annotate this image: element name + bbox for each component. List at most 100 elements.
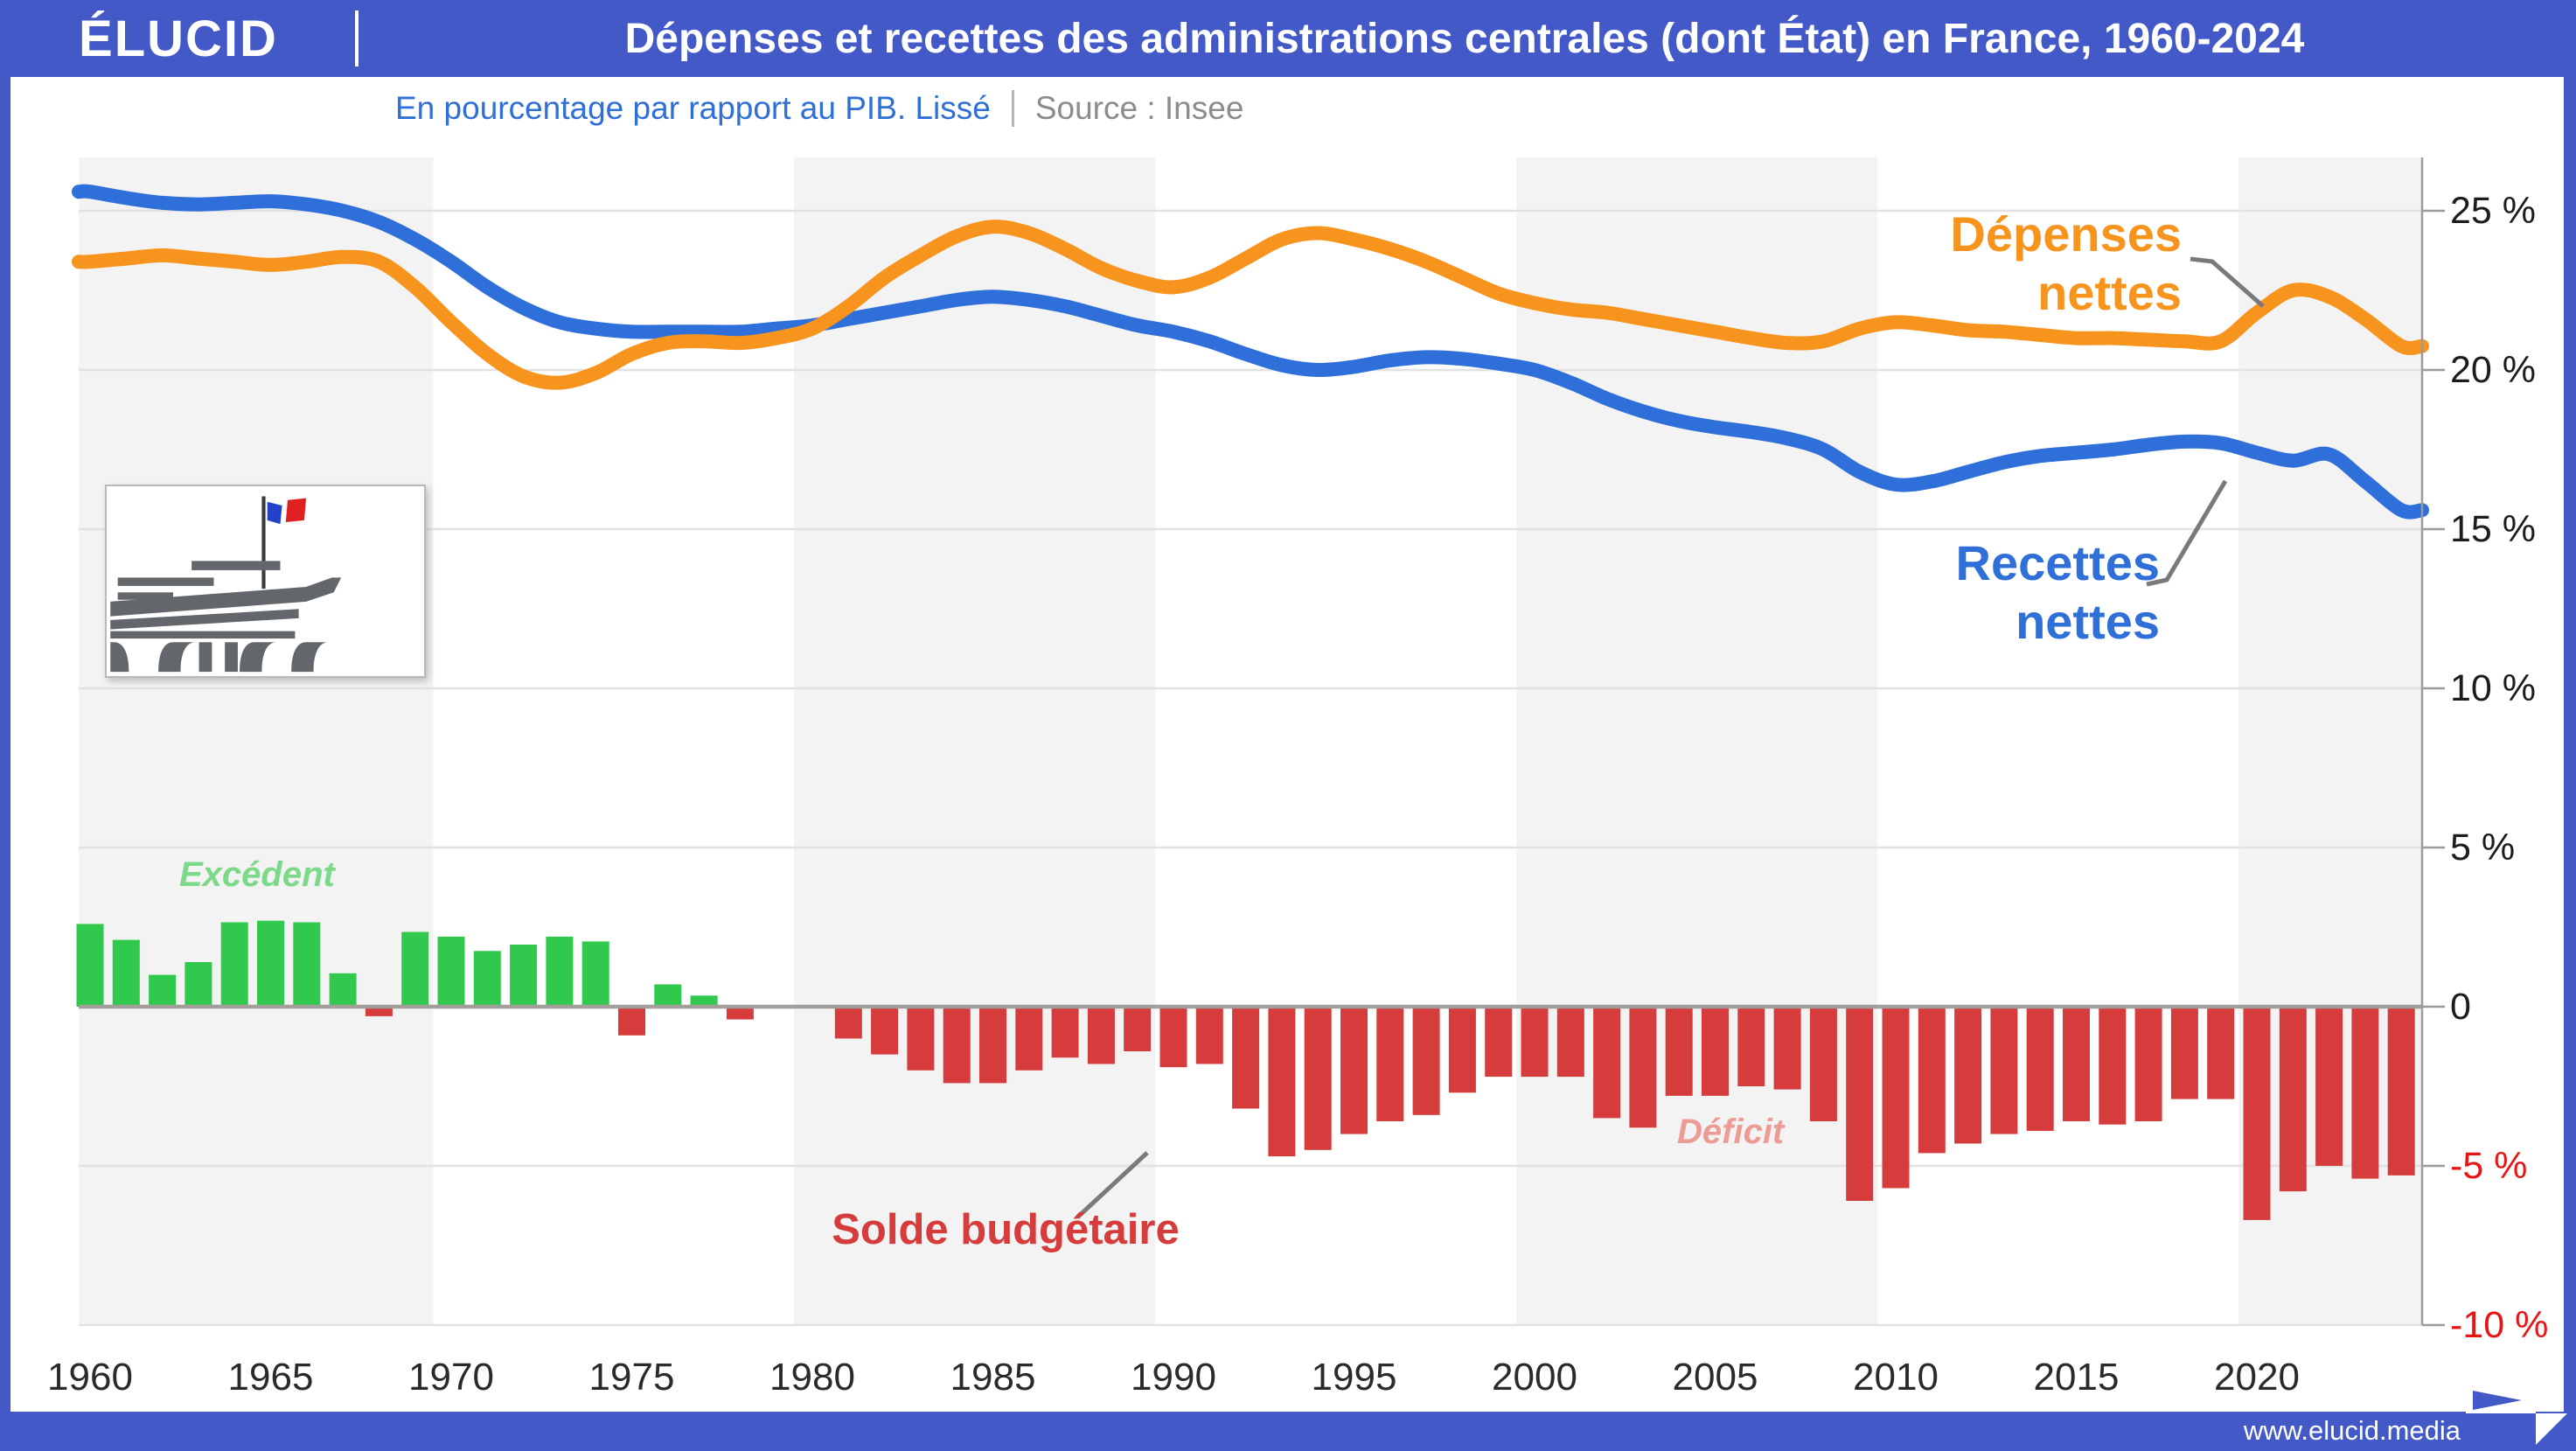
x-axis-label-1965: 1965	[227, 1356, 314, 1399]
bar-1976	[654, 984, 682, 1007]
source-text: Source : Insee	[1034, 90, 1244, 126]
revenues-label-line2: nettes	[2016, 594, 2160, 649]
bar-1962	[149, 974, 177, 1007]
bar-2011	[1918, 1007, 1946, 1154]
x-axis-label-1995: 1995	[1311, 1356, 1397, 1399]
revenues-line	[72, 184, 2429, 520]
x-axis-label-2010: 2010	[1853, 1356, 1939, 1399]
x-axis-label-2020: 2020	[2214, 1356, 2300, 1399]
bar-1963	[184, 962, 212, 1007]
deficit-annotation: Déficit	[1677, 1113, 1785, 1151]
gridlines	[79, 209, 2422, 1327]
bar-1981	[834, 1007, 862, 1039]
bar-2005	[1702, 1007, 1729, 1096]
bar-2024	[2387, 1007, 2415, 1175]
bar-1969	[401, 931, 429, 1007]
bar-1986	[1015, 1007, 1043, 1071]
x-axis-label-2000: 2000	[1492, 1356, 1577, 1399]
bar-1985	[979, 1007, 1006, 1084]
balance-bars	[76, 920, 2415, 1220]
elucid-logo: ÉLUCID	[79, 10, 278, 67]
bar-1966	[293, 922, 321, 1007]
revenues-callout	[2146, 479, 2228, 587]
bar-2006	[1737, 1007, 1765, 1086]
x-axis-label-2005: 2005	[1672, 1356, 1758, 1399]
x-axis-label-1975: 1975	[588, 1356, 675, 1399]
x-axis-label-1985: 1985	[950, 1356, 1036, 1399]
bar-1973	[546, 936, 574, 1007]
bar-2001	[1556, 1007, 1584, 1078]
bar-1988	[1087, 1007, 1115, 1064]
y-axis-label-20: 20 %	[2450, 349, 2537, 391]
bar-2021	[2279, 1007, 2307, 1192]
x-axis-label-1960: 1960	[47, 1356, 133, 1399]
bar-1970	[437, 936, 465, 1007]
expenses-line	[72, 220, 2429, 390]
bar-1977	[690, 995, 718, 1007]
page-title: Dépenses et recettes des administrations…	[624, 15, 2305, 62]
y-axis-label-25: 25 %	[2450, 190, 2537, 232]
palais-bourbon-icon	[110, 496, 342, 673]
x-axis-label-2015: 2015	[2033, 1356, 2120, 1399]
bar-2013	[1990, 1007, 2018, 1134]
bar-1975	[618, 1007, 645, 1036]
bar-1989	[1124, 1007, 1152, 1051]
expenses-series-label: Dépenses nettes	[1784, 205, 2182, 322]
footer-url: www.elucid.media	[2243, 1415, 2461, 1446]
bar-1961	[112, 939, 140, 1007]
x-axis-label-1970: 1970	[408, 1356, 494, 1399]
bar-1993	[1268, 1007, 1296, 1157]
bar-1990	[1159, 1007, 1187, 1068]
bar-2009	[1846, 1007, 1874, 1201]
subtitle-text: En pourcentage par rapport au PIB. Lissé	[395, 90, 991, 126]
bar-2016	[2099, 1007, 2127, 1125]
bar-1967	[329, 973, 357, 1007]
bar-1991	[1195, 1007, 1223, 1064]
bar-2002	[1593, 1007, 1621, 1119]
x-axis-label-1980: 1980	[769, 1356, 855, 1399]
footer-bar	[0, 1412, 2576, 1451]
bar-2017	[2134, 1007, 2162, 1121]
bar-1992	[1232, 1007, 1260, 1109]
expenses-label-line1: Dépenses	[1950, 206, 2182, 262]
revenues-series-label: Recettes nettes	[1766, 534, 2160, 651]
bar-2012	[1954, 1007, 1982, 1144]
bar-1960	[76, 924, 104, 1007]
y-axis	[2420, 157, 2445, 1327]
bar-1987	[1051, 1007, 1079, 1058]
bar-2023	[2351, 1007, 2379, 1179]
bar-1994	[1304, 1007, 1332, 1150]
bar-1999	[1485, 1007, 1513, 1078]
bar-2010	[1882, 1007, 1910, 1189]
bar-2015	[2063, 1007, 2090, 1121]
bar-2014	[2026, 1007, 2054, 1131]
bar-2004	[1665, 1007, 1693, 1096]
y-axis-label-10: 10 %	[2450, 667, 2537, 709]
bar-1972	[510, 945, 538, 1007]
y-axis-label-15: 15 %	[2450, 508, 2537, 550]
bar-1971	[473, 951, 501, 1007]
expenses-callout	[2190, 256, 2265, 308]
bar-1996	[1376, 1007, 1404, 1121]
bar-1982	[871, 1007, 899, 1055]
bar-2018	[2170, 1007, 2198, 1099]
bar-1964	[220, 922, 248, 1007]
bar-1974	[581, 941, 609, 1007]
bar-1968	[365, 1007, 393, 1016]
revenues-label-line1: Recettes	[1955, 535, 2160, 590]
y-axis-label--10: -10 %	[2450, 1304, 2549, 1346]
logo-separator	[355, 10, 359, 66]
expenses-label-line2: nettes	[2037, 265, 2182, 320]
x-axis-label-1990: 1990	[1131, 1356, 1216, 1399]
bar-2019	[2207, 1007, 2235, 1099]
bar-2008	[1809, 1007, 1837, 1121]
bar-2020	[2243, 1007, 2271, 1220]
bar-1998	[1448, 1007, 1476, 1093]
subtitle-separator	[1011, 90, 1014, 127]
bar-1965	[257, 920, 284, 1007]
bar-1978	[726, 1007, 754, 1020]
callout-lines	[1076, 256, 2265, 1219]
bar-2022	[2315, 1007, 2343, 1166]
